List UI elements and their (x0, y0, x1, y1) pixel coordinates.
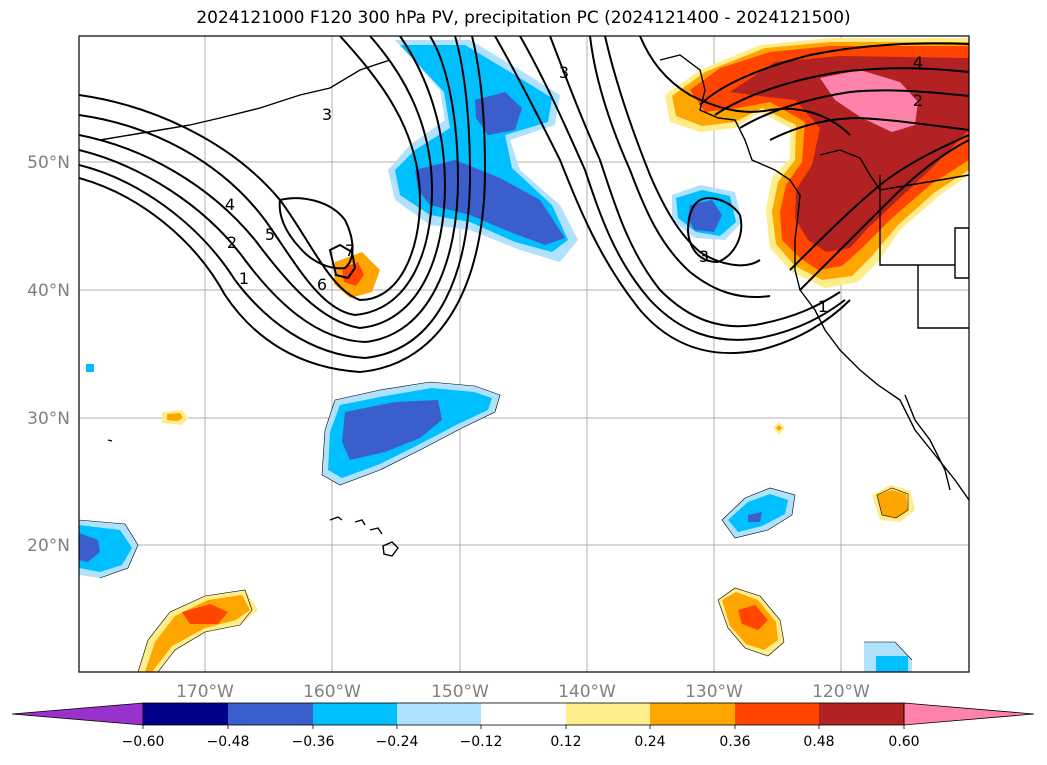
contour-label: 2 (913, 91, 923, 110)
gridlines (79, 36, 969, 672)
colorbar-segment (735, 703, 819, 725)
lon-tick-label: 160°W (303, 682, 361, 702)
colorbar-tick-label: 0.60 (888, 734, 919, 750)
negative-anomaly-fields (79, 40, 912, 672)
colorbar-extend-high (903, 702, 1035, 726)
colorbar-segment (397, 703, 481, 725)
lat-axis-labels: 50°N 40°N 30°N 20°N (27, 153, 70, 556)
contour-label: 3 (322, 105, 332, 124)
contour-label: 5 (265, 225, 275, 244)
page-title: 2024121000 F120 300 hPa PV, precipitatio… (196, 8, 851, 28)
colorbar-tick-label: −0.60 (122, 734, 165, 750)
lon-tick-label: 150°W (431, 682, 489, 702)
map-frame (78, 35, 970, 673)
lat-tick-label: 40°N (27, 281, 70, 301)
colorbar-tick-label: 0.36 (719, 734, 750, 750)
colorbar-segment (228, 703, 313, 725)
lon-tick-label: 140°W (558, 682, 616, 702)
colorbar-tick-label: −0.12 (460, 734, 503, 750)
colorbar-segment (143, 703, 228, 725)
contour-label: 3 (699, 247, 709, 266)
coastlines (99, 54, 969, 557)
lon-tick-label: 170°W (176, 682, 234, 702)
field-outlines (79, 381, 913, 672)
colorbar-extend-low (11, 702, 144, 726)
contour-label: 1 (239, 269, 249, 288)
lon-axis-labels: 170°W 160°W 150°W 140°W 130°W 120°W (176, 682, 870, 702)
contour-label: 7 (345, 241, 355, 260)
map-content: 3 3 4 2 5 1 7 6 3 1 4 2 (79, 36, 969, 672)
colorbar-tick-label: −0.36 (292, 734, 335, 750)
contour-label: 4 (225, 195, 235, 214)
colorbar-segment (819, 703, 904, 725)
colorbar-tick-label: −0.24 (376, 734, 419, 750)
colorbar-tick-label: 0.24 (634, 734, 665, 750)
colorbar: −0.60 −0.48 −0.36 −0.24 −0.12 0.12 0.24 … (11, 702, 1035, 750)
colorbar-tick-label: 0.12 (550, 734, 581, 750)
pv-contours (79, 36, 969, 374)
contour-label: 4 (913, 53, 923, 72)
colorbar-segment (313, 703, 397, 725)
colorbar-segment (650, 703, 735, 725)
colorbar-segment (481, 703, 566, 725)
lon-tick-label: 130°W (685, 682, 743, 702)
contour-label: 6 (317, 275, 327, 294)
contour-labels: 3 3 4 2 5 1 7 6 3 1 4 2 (225, 53, 923, 316)
lat-tick-label: 30°N (27, 409, 70, 429)
lon-tick-label: 120°W (812, 682, 870, 702)
contour-label: 1 (818, 297, 828, 316)
lat-tick-label: 20°N (27, 536, 70, 556)
colorbar-tick-label: −0.48 (207, 734, 250, 750)
contour-label: 2 (227, 233, 237, 252)
contour-label: 3 (559, 63, 569, 82)
lat-tick-label: 50°N (27, 153, 70, 173)
colorbar-segment (566, 703, 650, 725)
colorbar-tick-label: 0.48 (803, 734, 834, 750)
